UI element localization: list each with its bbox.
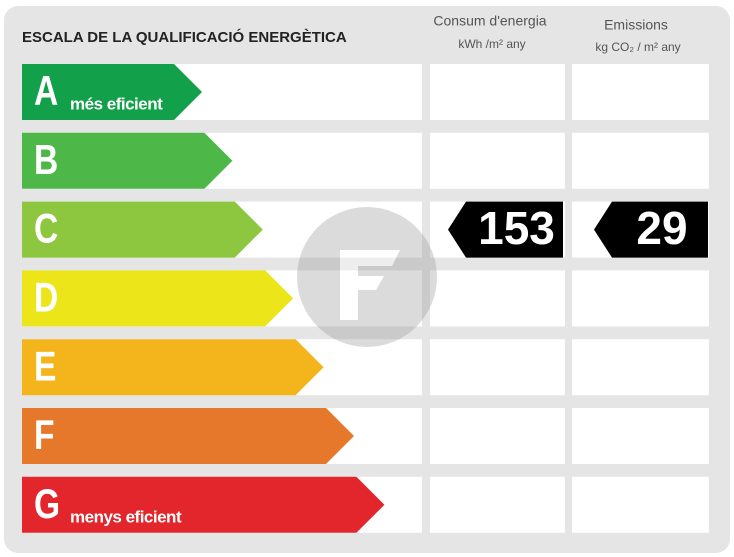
rating-letter: B	[34, 137, 58, 183]
rating-letter: C	[34, 206, 58, 252]
rating-letter: E	[34, 344, 56, 390]
value-cell	[430, 270, 565, 327]
watermark-logo	[340, 250, 400, 320]
value-cell	[572, 476, 709, 533]
rating-letter: G	[34, 481, 60, 527]
column-title: Consum d'energia	[433, 13, 546, 29]
rating-arrow	[22, 270, 294, 327]
value-badge	[594, 201, 708, 258]
column-unit: kg CO₂ / m² any	[595, 40, 680, 54]
value-cell	[430, 408, 565, 464]
rating-label: més eficient	[70, 94, 163, 113]
value-cell	[572, 339, 709, 396]
rating-letter: D	[34, 275, 58, 321]
rating-label: menys eficient	[70, 507, 182, 526]
rating-arrow	[22, 476, 385, 533]
value-cell	[572, 408, 709, 464]
value-cell	[430, 339, 565, 396]
column-unit: kWh /m² any	[458, 37, 525, 51]
watermark	[297, 207, 437, 347]
rating-arrow	[22, 201, 263, 258]
rating-arrow	[22, 408, 354, 464]
value-cell	[572, 64, 709, 120]
value-cell	[572, 132, 709, 189]
value-cell	[430, 64, 565, 120]
label-title: ESCALA DE LA QUALIFICACIÓ ENERGÈTICA	[22, 28, 347, 46]
rating-arrow	[22, 64, 202, 120]
value-cell	[572, 270, 709, 327]
value-text: 153	[478, 202, 555, 254]
rating-letter: F	[34, 413, 55, 459]
value-cell	[430, 476, 565, 533]
rating-arrow	[22, 339, 324, 396]
value-cell	[430, 132, 565, 189]
rating-arrow	[22, 132, 233, 189]
column-title: Emissions	[604, 17, 668, 33]
watermark-circle	[297, 207, 437, 347]
value-badge	[448, 201, 563, 258]
value-text: 29	[636, 202, 687, 254]
rating-letter: A	[34, 69, 58, 115]
